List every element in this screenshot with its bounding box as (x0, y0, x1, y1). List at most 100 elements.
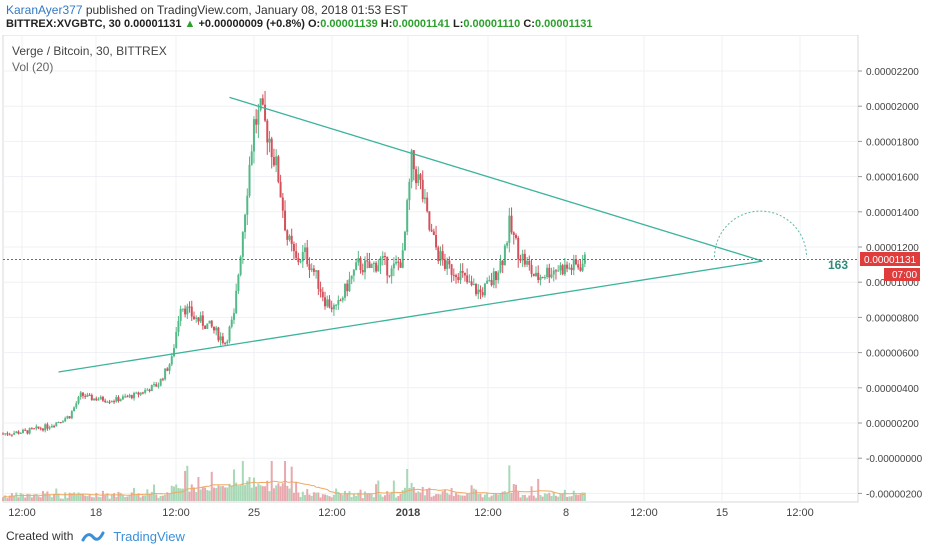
y-tick-label: 0.00002000 (866, 102, 919, 113)
volume-bar (141, 495, 144, 501)
volume-bar (372, 497, 375, 501)
volume-bars (2, 461, 586, 501)
candle-body (257, 109, 260, 125)
candle-body (197, 317, 200, 322)
volume-bar (370, 494, 373, 501)
volume-bar (61, 498, 64, 501)
volume-ma-line (2, 480, 585, 498)
candle-body (75, 403, 78, 408)
candle-body (321, 291, 324, 298)
candle-body (350, 275, 353, 280)
candle-body (239, 256, 242, 275)
volume-bar (488, 497, 491, 501)
volume-bar (77, 492, 80, 501)
candle-body (559, 265, 562, 271)
volume-bar (574, 494, 577, 501)
volume-bar (554, 495, 557, 501)
candle-body (459, 270, 462, 280)
candle-body (184, 308, 187, 315)
candle-body (461, 270, 464, 273)
volume-bar (255, 486, 258, 501)
plot-frame (2, 34, 859, 503)
author-link[interactable]: KaranAyer377 (6, 3, 83, 17)
price-tag (860, 252, 920, 266)
candle-body (177, 320, 180, 332)
volume-bar (392, 480, 395, 501)
volume-bar (4, 495, 7, 501)
candle-body (166, 368, 169, 371)
trendlines[interactable] (58, 96, 808, 373)
volume-bar (79, 493, 82, 501)
candle-body (277, 156, 280, 182)
candle-body (481, 292, 484, 296)
candle-body (492, 271, 495, 286)
candle-body (543, 277, 546, 279)
candle-body (137, 392, 140, 395)
candle-body (568, 267, 571, 269)
volume-bar (581, 492, 584, 501)
candle-body (252, 119, 255, 152)
candle-body (468, 281, 471, 283)
candle-body (386, 256, 389, 276)
candle-body (179, 308, 182, 321)
candle-body (526, 260, 529, 265)
volume-bar (583, 492, 586, 501)
candle-body (428, 211, 431, 230)
volume-bar (459, 495, 462, 501)
candle-body (361, 269, 364, 273)
volume-bar (206, 490, 209, 501)
volume-bar (346, 493, 349, 501)
candle-body (150, 385, 153, 392)
volume-bar (319, 497, 322, 501)
candle-body (192, 316, 195, 319)
candle-body (297, 257, 300, 263)
volume-bar (93, 497, 96, 501)
candle-body (286, 230, 289, 240)
candle-body (79, 392, 82, 397)
candle-body (121, 396, 124, 400)
candles (2, 90, 586, 437)
volume-bar (121, 494, 124, 501)
x-tick-label: 12:00 (474, 507, 502, 519)
candle-body (224, 343, 227, 345)
volume-bar (510, 492, 513, 501)
candle-body (306, 247, 309, 265)
volume-bar (437, 493, 440, 501)
candle-body (561, 265, 564, 275)
volume-bar (357, 492, 360, 501)
candle-body (403, 231, 406, 251)
volume-bar (217, 485, 220, 501)
volume-bar (446, 492, 449, 501)
candle-body (37, 426, 40, 429)
volume-bar (430, 496, 433, 501)
volume-bar (501, 491, 504, 501)
volume-bar (506, 492, 509, 501)
candle-body (206, 323, 209, 329)
candle-body (352, 269, 355, 276)
candle-body (86, 394, 89, 397)
candle-body (226, 341, 229, 344)
price-chart[interactable]: 0.00002200 0.00002000 0.00001800 0.00001600… (0, 34, 932, 525)
x-tick-label: 12:00 (786, 507, 814, 519)
volume-bar (526, 497, 529, 501)
close-label: C: (523, 18, 535, 30)
volume-bar (546, 493, 549, 501)
candle-body (250, 151, 253, 165)
brand-label[interactable]: TradingView (113, 528, 185, 544)
candle-body (341, 297, 344, 301)
volume-bar (512, 484, 515, 501)
volume-bar (115, 496, 118, 501)
volume-bar (412, 487, 415, 501)
open-value: 0.00001139 (320, 18, 378, 30)
candle-body (33, 428, 36, 430)
candle-body (517, 237, 520, 260)
y-tick-label: 0.00001800 (866, 137, 919, 148)
candle-body (534, 272, 537, 277)
candle-body (301, 252, 304, 262)
chart-area[interactable]: 0.00002200 0.00002000 0.00001800 0.00001600… (0, 34, 932, 525)
volume-bar (266, 480, 269, 501)
volume-bar (181, 488, 184, 501)
candle-body (463, 272, 466, 276)
candle-body (446, 260, 449, 269)
volume-bar (26, 493, 29, 501)
